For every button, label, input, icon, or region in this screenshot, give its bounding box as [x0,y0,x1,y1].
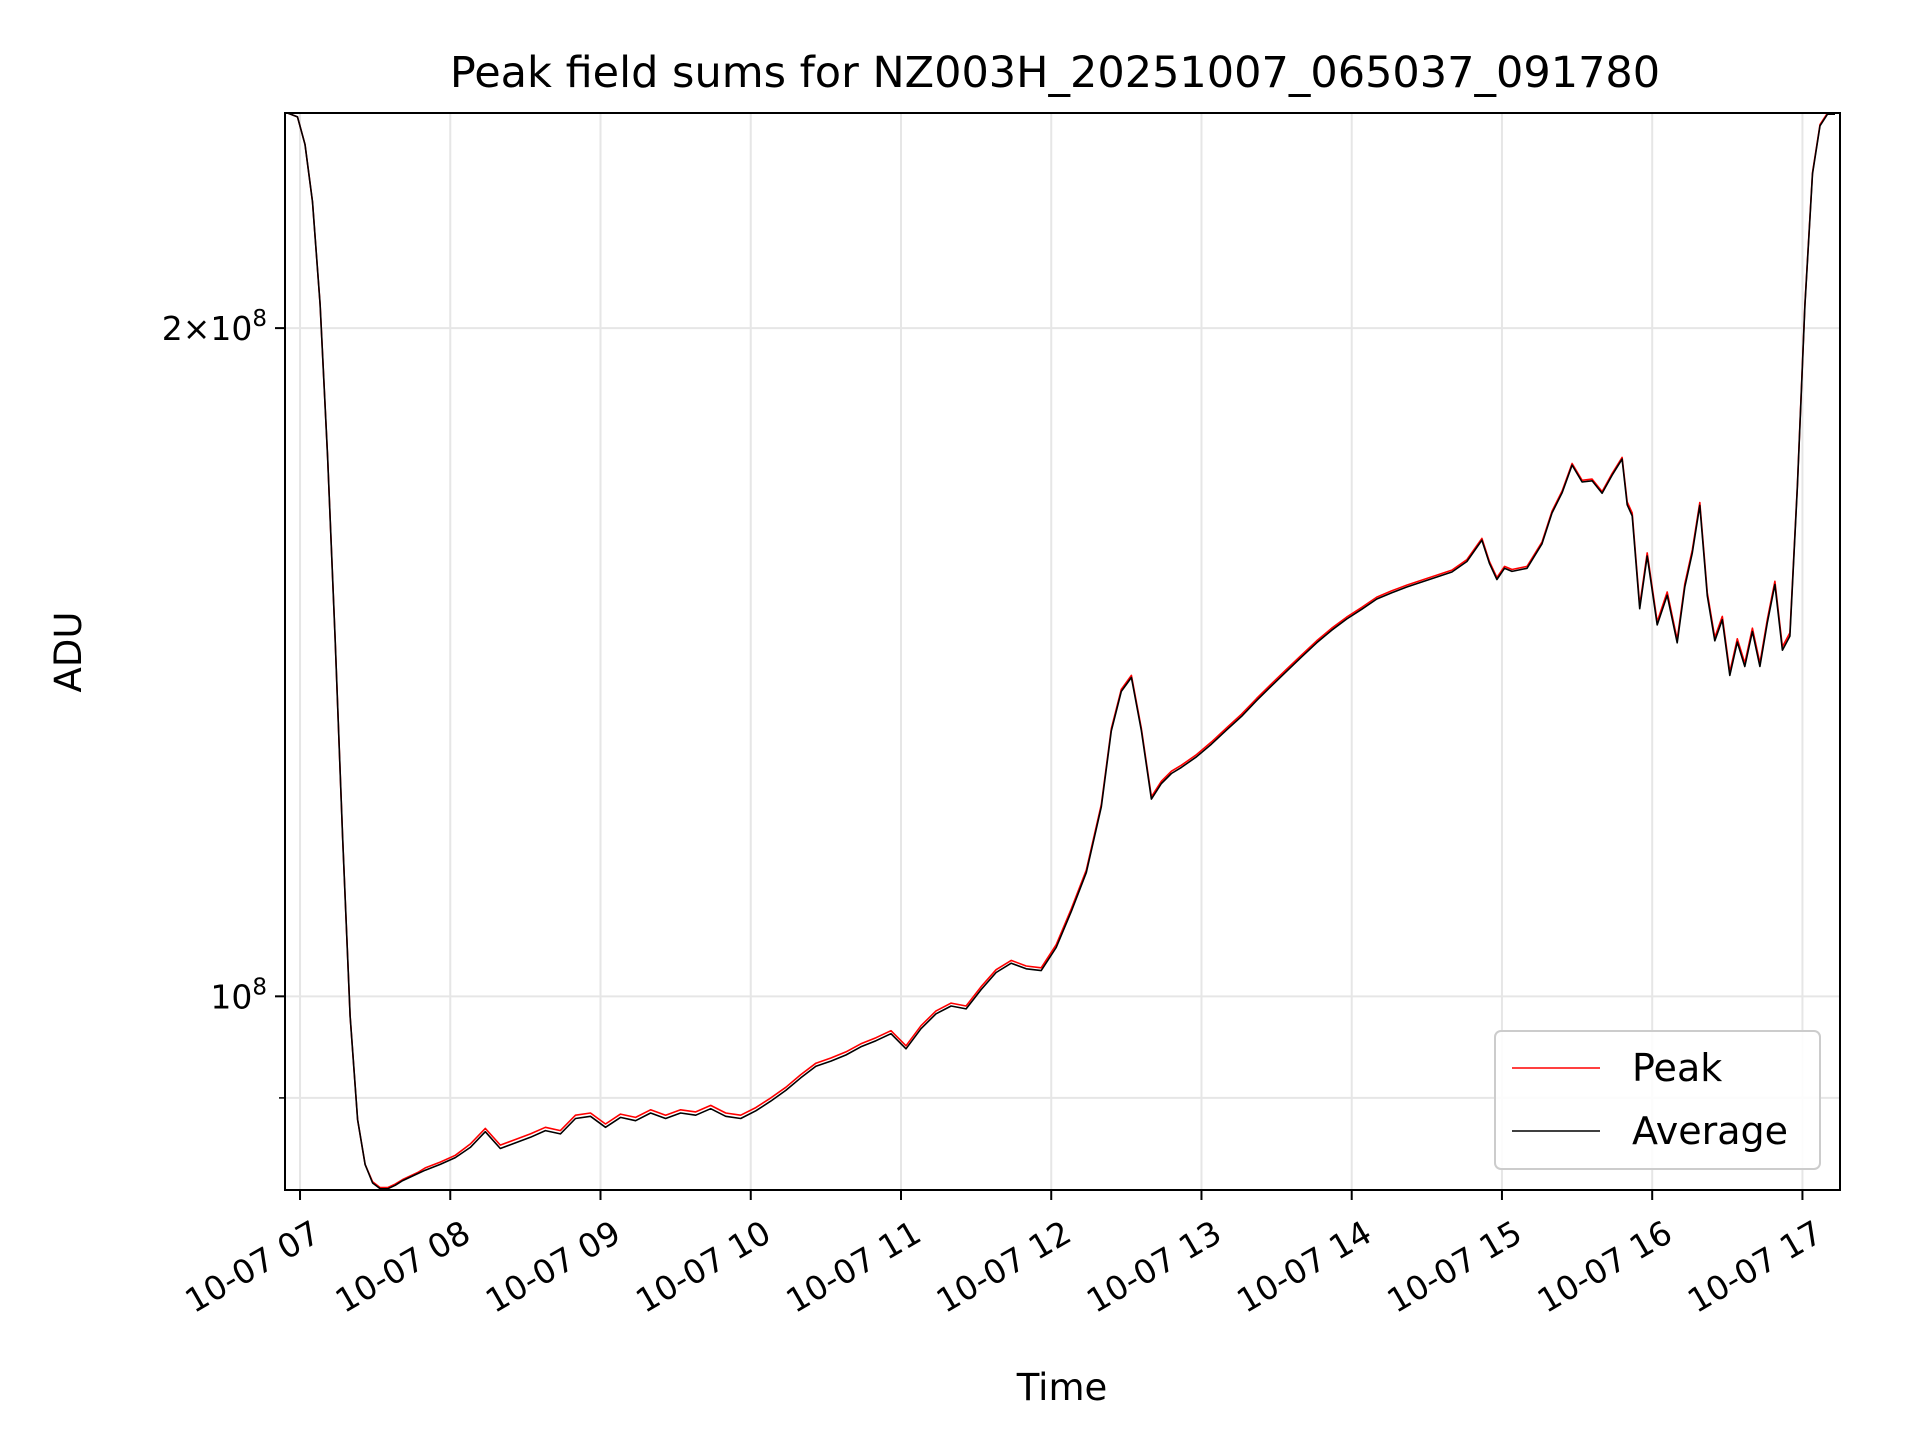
plot-background [285,113,1840,1190]
chart-title: Peak field sums for NZ003H_20251007_0650… [450,48,1660,98]
legend-label-average: Average [1632,1109,1788,1153]
y-axis-label: ADU [47,612,90,693]
legend-box [1494,1030,1821,1170]
plot-area [284,112,1841,1191]
legend: Peak Average [1494,1030,1821,1170]
series-line-average [287,112,1835,1190]
series-lines [287,112,1835,1190]
x-axis-label: Time [1016,1366,1108,1409]
grid-lines [285,113,1840,1190]
y-tick-label: 2×108 [162,306,267,348]
plot-frame [284,112,1841,1191]
legend-label-peak: Peak [1632,1046,1722,1090]
y-tick-label: 108 [210,974,267,1016]
y-axis: 2×108 108 [162,306,285,1099]
